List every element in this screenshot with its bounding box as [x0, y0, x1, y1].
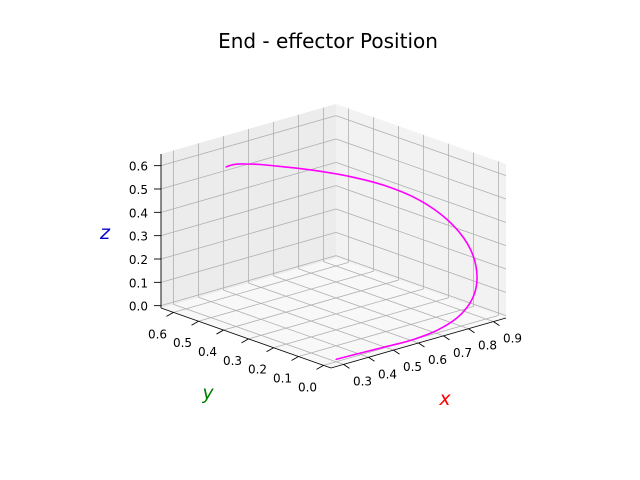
y-tick	[291, 356, 299, 361]
grid-line-z-left	[160, 255, 337, 307]
data-point	[460, 313, 463, 315]
y-tick	[241, 338, 249, 344]
grid-line-x-floor	[223, 289, 394, 351]
grid-line-x-floor	[248, 282, 419, 344]
grid-line-z-left	[160, 208, 337, 260]
tick-labels: 0.3 0.4 0.5 0.6 0.7 0.8 0.9 0.0 0.1 0.2 0.3 0.4 0.5 0…	[129, 160, 522, 395]
grid-line-z-right	[335, 208, 507, 270]
data-point	[382, 346, 384, 348]
grid-line-y-floor	[248, 288, 424, 340]
data-point	[473, 293, 476, 295]
grid-line-z-right	[335, 231, 507, 293]
y-axis-line	[160, 307, 332, 369]
data-point	[356, 353, 358, 355]
x-tick	[393, 349, 400, 355]
x-tick-label: 0.3	[353, 374, 372, 388]
x-tick-label: 0.4	[378, 367, 397, 381]
data-point	[438, 328, 441, 330]
data-point	[335, 358, 337, 360]
y-tick	[216, 329, 224, 335]
x-tick	[493, 321, 500, 326]
grid-line-z-right	[335, 115, 507, 177]
y-tick	[166, 312, 174, 317]
data-point	[225, 166, 227, 168]
y-tick	[191, 320, 199, 326]
grid-line-y-floor	[223, 279, 399, 331]
x-tick-label: 0.9	[503, 332, 522, 346]
grid-line-y-floor	[173, 262, 349, 313]
right-wall-pane	[336, 104, 506, 318]
y-axis-label: y	[201, 382, 214, 404]
grid-line-z-right	[335, 185, 507, 247]
y-tick	[266, 347, 274, 353]
grid-line-z-right	[335, 138, 507, 200]
x-tick	[368, 356, 375, 362]
data-point	[383, 184, 385, 186]
grid-line-z-right	[335, 161, 507, 223]
grid-line-z-left	[160, 115, 337, 167]
grid-line-z-left	[160, 161, 337, 213]
y-tick-label: 0.0	[298, 380, 317, 394]
y-tick	[316, 364, 324, 370]
grid-line-z-right	[335, 255, 507, 317]
grid-line-x-floor	[273, 275, 444, 337]
tick-marks	[154, 165, 500, 370]
y-tick-label: 0.5	[173, 336, 192, 350]
grid-line-x-floor	[198, 296, 369, 358]
grid-lines	[160, 107, 507, 366]
z-tick-label: 0.3	[129, 230, 148, 244]
data-point	[259, 163, 261, 166]
y-tick-label: 0.1	[273, 372, 292, 386]
grid-line-y-floor	[273, 297, 449, 349]
grid-line-z-left	[160, 185, 337, 237]
grid-line-x-floor	[298, 268, 469, 330]
z-tick-label: 0.4	[129, 206, 148, 220]
z-tick-label: 0.2	[129, 253, 148, 267]
grid-line-y-floor	[198, 270, 374, 322]
data-point	[311, 169, 313, 171]
x-tick	[343, 364, 350, 369]
data-point	[467, 243, 469, 245]
x-axis-label: x	[438, 388, 451, 410]
grid-line-x-floor	[173, 304, 344, 365]
y-tick-label: 0.6	[148, 327, 167, 341]
grid-line-x-floor	[323, 261, 494, 322]
x-tick-label: 0.8	[478, 339, 497, 353]
data-point	[346, 175, 348, 177]
z-axis-label: z	[99, 222, 111, 244]
data-point	[411, 339, 413, 341]
data-point	[229, 164, 231, 167]
z-tick-label: 0.0	[129, 300, 148, 314]
grid-line-y-floor	[298, 306, 474, 357]
data-point	[475, 269, 478, 271]
data-point	[446, 219, 449, 221]
data-point	[234, 163, 237, 165]
y-tick-label: 0.3	[223, 354, 242, 368]
x-tick	[468, 328, 475, 334]
z-tick-label: 0.6	[129, 160, 148, 174]
series-line	[225, 163, 478, 361]
grid-line-z-left	[160, 231, 337, 283]
data-series	[225, 163, 478, 361]
y-tick-label: 0.4	[198, 345, 217, 359]
chart-title: End - effector Position	[218, 29, 438, 53]
x-tick-label: 0.7	[453, 346, 472, 360]
y-tick-label: 0.2	[248, 363, 267, 377]
x-tick-label: 0.5	[403, 360, 422, 374]
data-point	[418, 199, 420, 201]
z-tick-label: 0.5	[129, 183, 148, 197]
data-point	[281, 166, 284, 168]
x-tick-label: 0.6	[428, 353, 447, 367]
data-point	[244, 163, 246, 165]
z-tick-label: 0.1	[129, 276, 148, 290]
x-tick	[443, 335, 450, 341]
x-tick	[418, 342, 425, 348]
